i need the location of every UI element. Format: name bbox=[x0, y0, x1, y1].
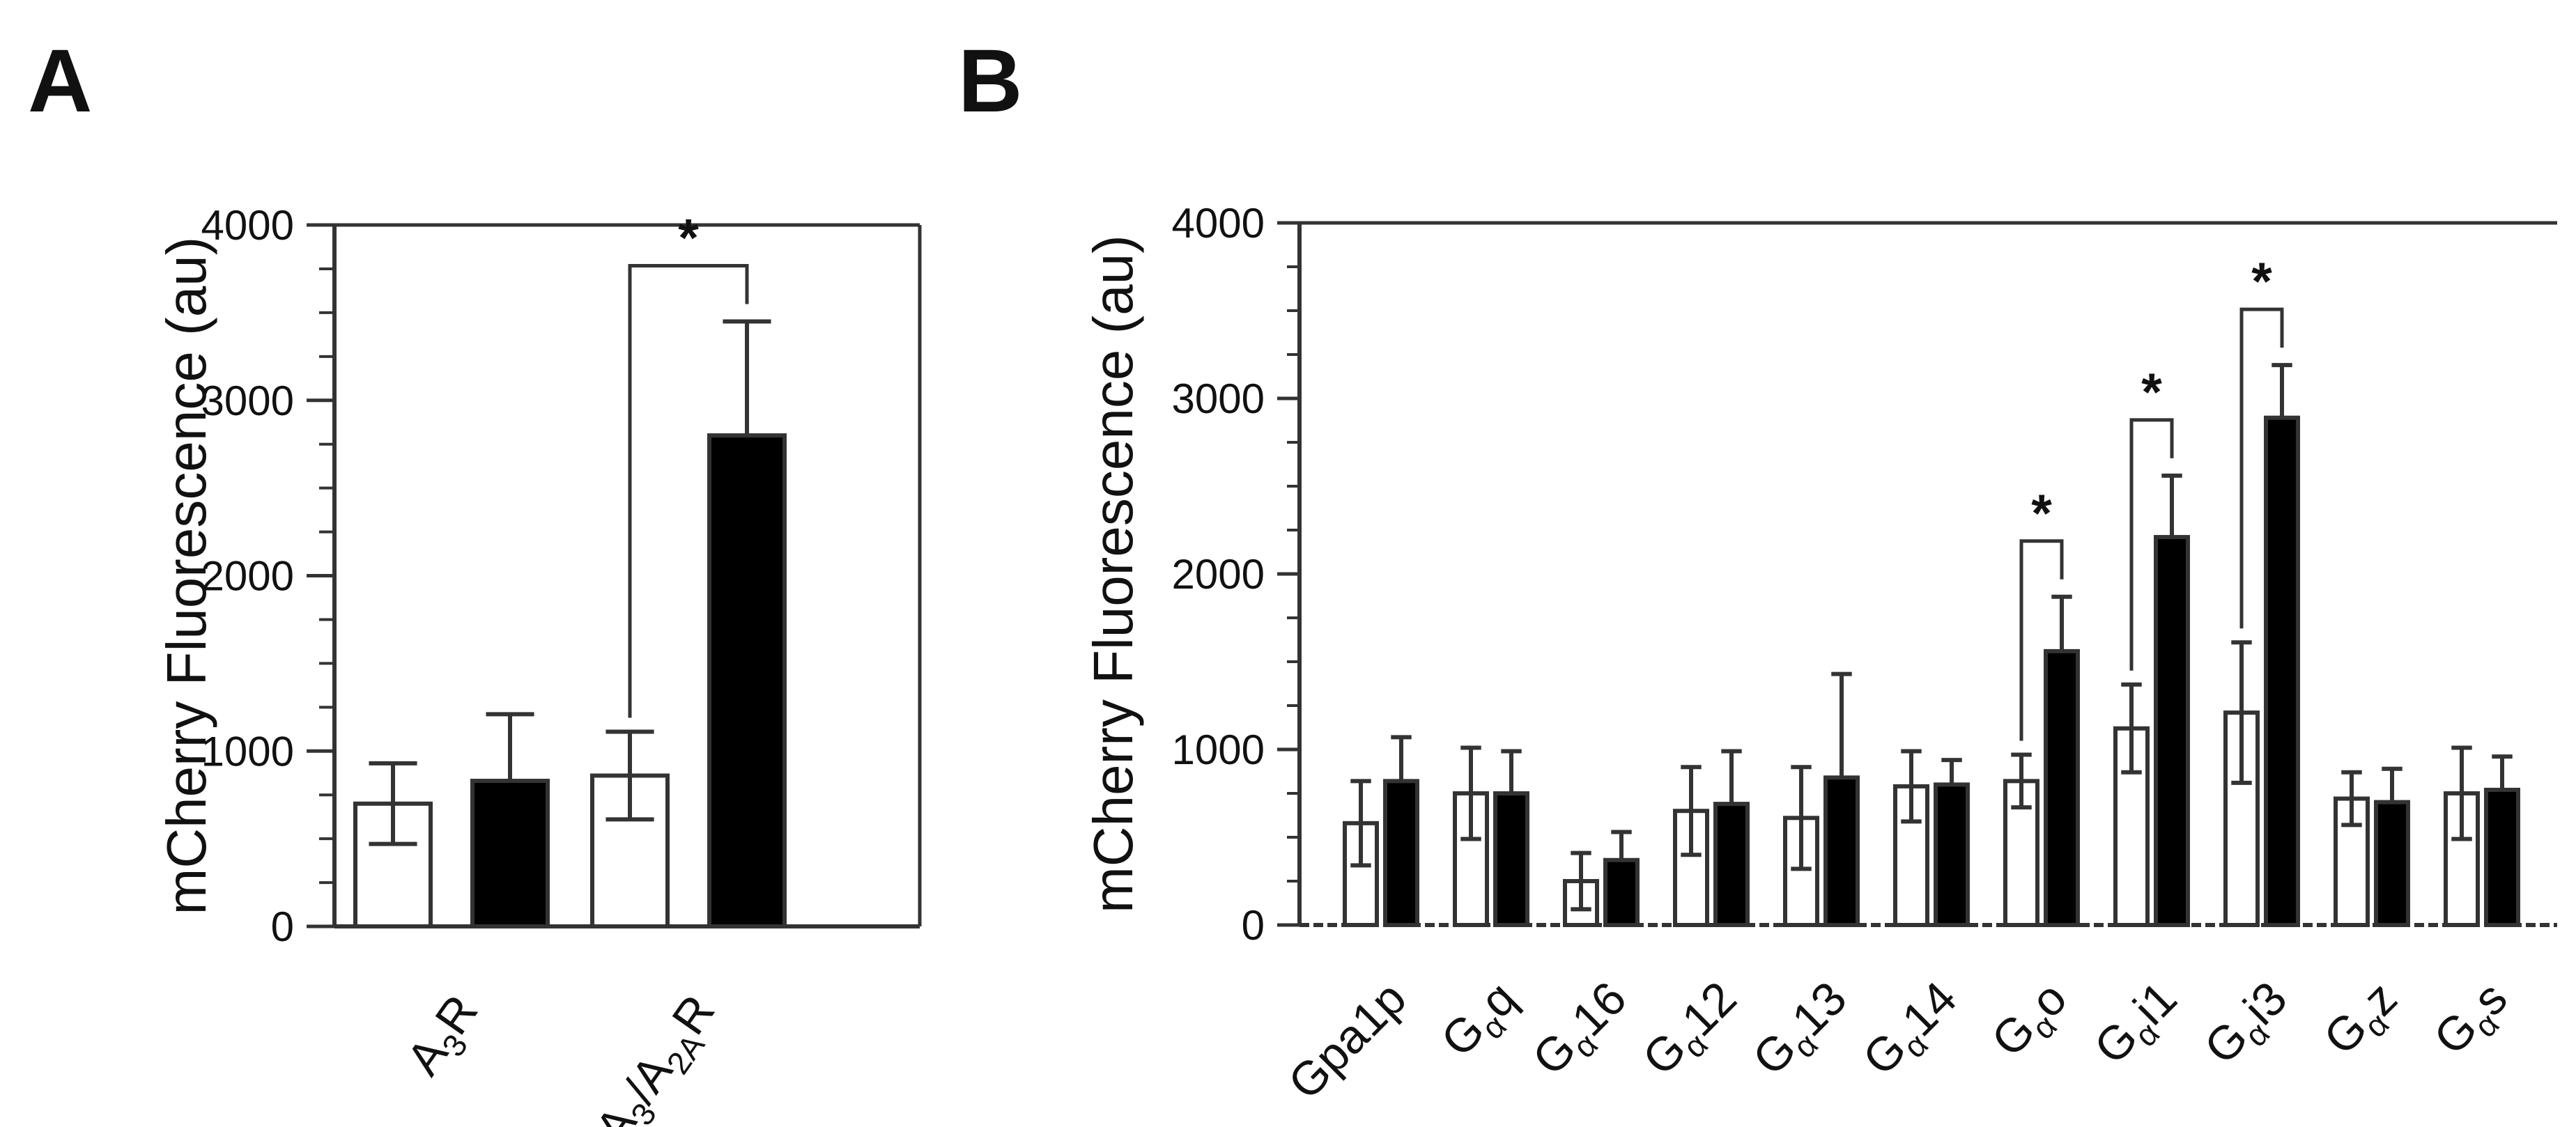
bar-Gαs-filled bbox=[2484, 787, 2520, 927]
bar-Gαi3-filled bbox=[2264, 415, 2300, 927]
x-tick-label: Gα13 bbox=[1743, 972, 1862, 1091]
x-tick-label: Gαq bbox=[1431, 972, 1532, 1072]
bar-A3R-open bbox=[353, 801, 433, 929]
panel-letter-a: A bbox=[28, 31, 92, 131]
significance-bracket bbox=[2239, 307, 2284, 629]
panel-letter-b: B bbox=[958, 31, 1022, 131]
significance-bracket bbox=[2129, 418, 2174, 671]
x-tick-label: Gαo bbox=[1982, 972, 2082, 1072]
x-tick-label: Gαi3 bbox=[2194, 972, 2302, 1080]
y-tick-label: 1000 bbox=[1172, 726, 1265, 773]
bar-A3/A2AR-filled bbox=[707, 433, 787, 928]
bar-Gαz-filled bbox=[2374, 800, 2410, 927]
x-tick-label: Gαi1 bbox=[2084, 972, 2192, 1080]
bar-Gα12-filled bbox=[1713, 802, 1750, 927]
x-tick-label: Gαz bbox=[2314, 972, 2413, 1071]
y-tick-label: 0 bbox=[1242, 902, 1265, 949]
bar-Gα16-filled bbox=[1603, 857, 1640, 928]
bar-Gα13-filled bbox=[1823, 775, 1860, 927]
chart-b: 0 1000 2000 3000 4000 mCherry Fluorescence (a… bbox=[1082, 200, 2557, 1110]
label-text: Gpa1p bbox=[1278, 972, 1416, 1110]
bar-Gα14-filled bbox=[1934, 782, 1970, 928]
y-tick-label: 0 bbox=[271, 903, 294, 950]
x-tick-label: Gαs bbox=[2424, 972, 2523, 1071]
bar-A3R-filled bbox=[470, 779, 550, 928]
bar-Gpa1p-open bbox=[1343, 821, 1379, 927]
x-tick-label: Gα12 bbox=[1633, 972, 1752, 1091]
x-tick-label: Gα16 bbox=[1522, 972, 1642, 1091]
y-axis-title: mCherry Fluorescence (au) bbox=[155, 237, 217, 915]
x-tick-label: A3/A2AR bbox=[585, 986, 731, 1127]
bar-Gαi1-filled bbox=[2154, 535, 2190, 927]
y-tick-label: 1000 bbox=[201, 728, 294, 775]
y-tick-label: 2000 bbox=[1172, 551, 1265, 598]
bar-Gαs-open bbox=[2444, 791, 2480, 927]
bar-Gαi1-open bbox=[2113, 726, 2150, 927]
bar-Gαo-filled bbox=[2044, 648, 2080, 927]
significance-star: * bbox=[2251, 252, 2272, 311]
y-tick-label: 3000 bbox=[1172, 375, 1265, 422]
x-tick-label: Gα14 bbox=[1853, 972, 1972, 1091]
y-tick-label: 3000 bbox=[201, 378, 294, 424]
label-text: R bbox=[425, 986, 488, 1044]
bar-Gαq-filled bbox=[1493, 791, 1529, 927]
bar-Gpa1p-filled bbox=[1383, 779, 1419, 927]
x-tick-label: A3R bbox=[396, 986, 494, 1089]
significance-bracket bbox=[2019, 539, 2064, 741]
y-axis-title: mCherry Fluorescence (au) bbox=[1082, 235, 1144, 913]
significance-bracket bbox=[628, 263, 749, 718]
x-tick-label: Gpa1p bbox=[1278, 972, 1416, 1110]
label-text: R bbox=[662, 986, 725, 1044]
significance-star: * bbox=[2141, 363, 2162, 422]
y-tick-label: 4000 bbox=[201, 202, 294, 249]
y-tick-label: 2000 bbox=[201, 553, 294, 600]
significance-star: * bbox=[678, 208, 699, 267]
bar-Gα12-open bbox=[1673, 809, 1709, 927]
y-tick-label: 4000 bbox=[1172, 200, 1265, 247]
significance-star: * bbox=[2031, 484, 2052, 543]
